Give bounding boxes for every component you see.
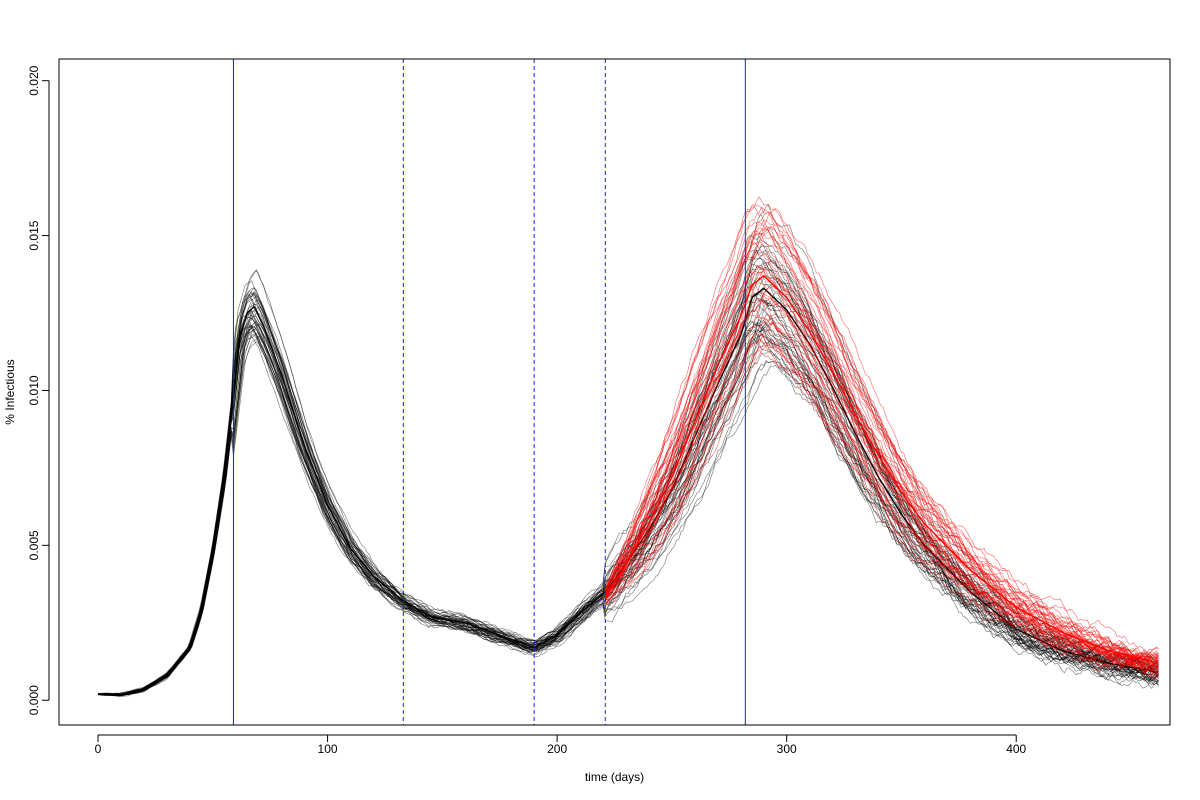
series-1-trajectory	[605, 232, 1159, 658]
series-1-trajectory	[605, 226, 1159, 661]
y-tick-label: 0.015	[27, 220, 41, 250]
series-0-trajectory	[97, 314, 1159, 696]
series-0-trajectory	[97, 328, 1159, 695]
series-0-trajectory	[97, 335, 1159, 696]
series-1-trajectory	[605, 349, 1159, 670]
series-1-trajectory	[605, 339, 1159, 672]
series-0-trajectory	[97, 321, 1159, 696]
series-1-trajectory	[605, 204, 1159, 662]
x-axis-title: time (days)	[585, 770, 644, 784]
series-0-trajectory	[97, 318, 1159, 696]
series-layer	[97, 196, 1159, 697]
series-1-trajectory	[605, 252, 1159, 665]
x-tick-label: 200	[547, 742, 567, 756]
x-tick-label: 100	[318, 742, 338, 756]
series-1-trajectory	[605, 230, 1159, 656]
series-0-trajectory	[97, 322, 1159, 695]
series-0-trajectory	[97, 332, 1159, 696]
series-0-trajectory	[97, 328, 1159, 696]
series-0-trajectory	[97, 340, 1159, 696]
series-1-trajectory	[605, 206, 1159, 669]
y-axis-title: % Infectious	[3, 359, 17, 424]
series-1-trajectory	[605, 321, 1159, 669]
x-tick-label: 0	[95, 742, 102, 756]
y-tick-label: 0.010	[27, 375, 41, 405]
series-0-trajectory	[97, 281, 1159, 695]
series-1-trajectory	[605, 219, 1159, 660]
series-1-trajectory	[605, 322, 1159, 675]
series-0-trajectory	[97, 324, 1159, 696]
x-tick-label: 400	[1006, 742, 1026, 756]
x-axis: 0 100 200 300 400	[95, 734, 1027, 756]
series-1-trajectory	[605, 309, 1159, 669]
series-0-ensemble	[97, 204, 1159, 697]
series-1-trajectory	[605, 342, 1159, 671]
series-1-ensemble	[604, 196, 1159, 681]
series-1-trajectory	[605, 297, 1159, 674]
series-0-trajectory	[97, 321, 1159, 696]
series-0-trajectory	[97, 325, 1159, 697]
series-1-trajectory	[605, 226, 1159, 664]
series-0-trajectory	[98, 300, 1159, 696]
series-0-trajectory	[97, 326, 1159, 696]
series-1-trajectory	[605, 297, 1159, 681]
series-1-trajectory	[605, 282, 1159, 668]
series-1-trajectory	[605, 332, 1159, 676]
series-0-trajectory	[97, 329, 1159, 696]
plot-frame	[58, 58, 1171, 726]
series-0-trajectory	[97, 334, 1159, 697]
series-0-trajectory	[97, 321, 1159, 696]
y-tick-label: 0.020	[27, 65, 41, 95]
series-1-trajectory	[605, 205, 1159, 663]
series-1-trajectory	[605, 227, 1159, 661]
series-0-trajectory	[97, 249, 1159, 696]
reference-lines	[232, 59, 746, 725]
series-1-trajectory	[605, 292, 1159, 664]
series-0-trajectory	[97, 320, 1159, 696]
series-1-line	[604, 274, 1159, 664]
series-1-trajectory	[605, 313, 1159, 666]
y-tick-label: 0.005	[27, 530, 41, 560]
series-0-trajectory	[97, 317, 1159, 697]
series-0-trajectory	[97, 317, 1159, 697]
series-1-trajectory	[605, 241, 1159, 672]
series-0-trajectory	[97, 245, 1159, 696]
series-1-trajectory	[605, 221, 1159, 672]
series-0-trajectory	[97, 331, 1159, 696]
x-tick-label: 300	[777, 742, 797, 756]
y-axis: 0.000 0.005 0.010 0.015 0.020	[27, 65, 50, 715]
series-0-trajectory	[97, 299, 1159, 696]
series-1-trajectory	[605, 342, 1159, 674]
y-tick-label: 0.000	[27, 685, 41, 715]
series-1-trajectory	[605, 208, 1159, 660]
series-1-trajectory	[605, 313, 1159, 676]
